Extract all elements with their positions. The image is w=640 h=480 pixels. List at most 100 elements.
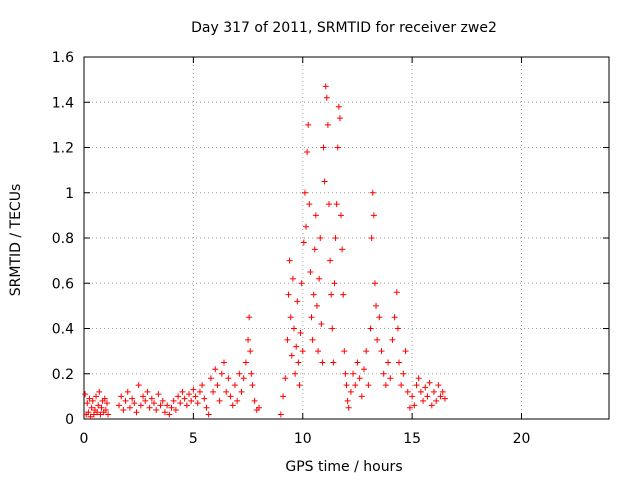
data-point <box>82 391 89 398</box>
data-point <box>396 359 402 366</box>
data-point <box>334 144 341 151</box>
data-point <box>310 291 317 298</box>
data-point <box>422 384 429 391</box>
data-point <box>304 149 311 156</box>
data-point <box>248 370 255 377</box>
data-point <box>306 201 313 208</box>
data-point <box>124 388 131 395</box>
data-point <box>135 382 142 389</box>
data-point <box>406 404 413 411</box>
data-point <box>341 348 348 355</box>
data-point <box>95 402 102 409</box>
data-point <box>308 314 315 321</box>
data-point <box>203 404 210 411</box>
data-point <box>309 336 316 343</box>
data-point <box>103 400 110 407</box>
y-tick-label: 1 <box>65 186 74 202</box>
data-point <box>205 411 212 418</box>
plot-frame <box>83 56 610 420</box>
data-point <box>168 404 175 411</box>
data-point <box>409 393 416 400</box>
data-point <box>218 370 225 377</box>
x-tick-label: 20 <box>513 431 531 447</box>
data-point <box>144 388 151 395</box>
data-point <box>393 289 400 296</box>
data-point <box>210 388 217 395</box>
data-point <box>118 393 125 400</box>
data-point <box>295 359 302 366</box>
data-point <box>315 348 322 355</box>
data-point <box>234 397 241 404</box>
data-point <box>196 388 203 395</box>
data-point <box>216 397 223 404</box>
data-point <box>164 402 171 409</box>
x-tick-label: 10 <box>294 431 312 447</box>
data-point <box>229 402 236 409</box>
y-tick-label: 0.2 <box>52 367 74 383</box>
data-point <box>98 404 105 411</box>
data-point <box>335 103 342 110</box>
data-point <box>350 370 357 377</box>
data-point <box>329 325 336 332</box>
data-point <box>102 406 109 413</box>
data-point <box>298 280 305 287</box>
data-point <box>84 400 91 407</box>
data-point <box>293 343 300 350</box>
data-point <box>345 404 352 411</box>
data-point <box>411 402 418 409</box>
data-point <box>324 121 331 128</box>
data-point <box>299 348 306 355</box>
data-point <box>420 397 427 404</box>
data-point <box>296 382 303 389</box>
data-point <box>435 382 442 389</box>
data-point <box>188 397 195 404</box>
data-point <box>370 212 377 219</box>
data-point <box>332 235 339 241</box>
data-point <box>140 393 147 400</box>
y-tick-label: 0.8 <box>52 231 74 247</box>
data-point <box>338 212 345 219</box>
data-point <box>85 409 92 416</box>
data-point <box>369 189 376 196</box>
data-point <box>402 348 409 355</box>
data-point <box>439 388 446 395</box>
axis-ticks: 0 0.2 0.4 0.6 0.8 1 1.2 1.4 1.6 0 5 10 15 20 <box>52 50 609 447</box>
data-point <box>280 393 287 400</box>
data-point <box>313 302 320 309</box>
x-tick-label: 5 <box>189 431 198 447</box>
data-point <box>172 406 179 413</box>
y-tick-label: 1.6 <box>52 50 74 66</box>
data-point <box>413 382 420 389</box>
data-point <box>297 330 304 337</box>
data-point <box>89 397 96 404</box>
data-point <box>201 395 208 402</box>
data-point <box>389 336 396 343</box>
data-point <box>382 382 389 389</box>
data-point <box>256 404 262 411</box>
data-point <box>282 375 289 382</box>
data-point <box>289 275 296 282</box>
y-tick-label: 1.2 <box>52 141 74 157</box>
data-point <box>428 402 435 409</box>
data-point <box>277 411 284 418</box>
data-point <box>126 404 133 411</box>
data-point <box>394 325 401 332</box>
data-point <box>426 379 433 386</box>
data-point <box>400 370 407 377</box>
data-point <box>240 375 247 382</box>
data-point <box>246 314 253 321</box>
data-point <box>175 393 182 400</box>
data-point <box>417 388 424 395</box>
data-point <box>181 395 188 402</box>
data-point <box>129 395 136 402</box>
data-point <box>352 382 359 389</box>
data-point <box>146 404 153 411</box>
data-point <box>385 359 392 366</box>
data-point <box>207 375 214 382</box>
data-point <box>378 348 385 355</box>
y-tick-label: 1.4 <box>52 95 74 111</box>
data-point <box>318 320 325 327</box>
data-point <box>245 336 252 343</box>
x-tick-label: 0 <box>80 431 89 447</box>
data-point <box>223 388 230 395</box>
